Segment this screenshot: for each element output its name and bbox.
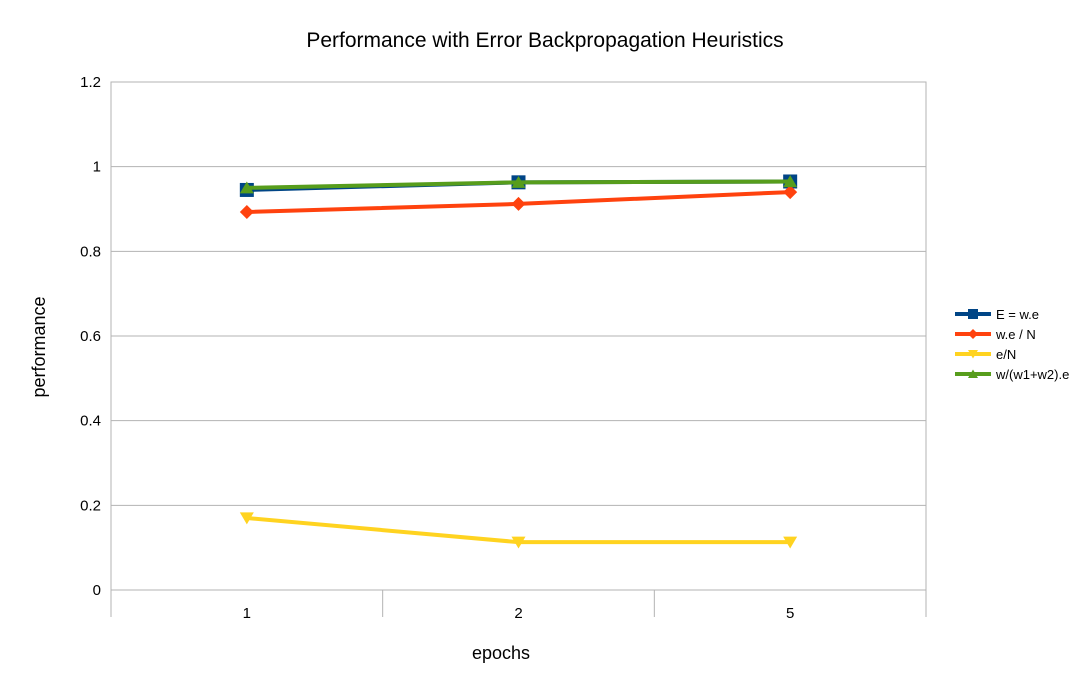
legend-marker	[968, 369, 978, 378]
data-point	[511, 176, 526, 188]
legend-label: w/(w1+w2).e	[995, 367, 1069, 382]
y-tick-label: 0.8	[80, 243, 101, 260]
legend-marker	[968, 329, 978, 339]
y-tick-label: 0.4	[80, 413, 101, 430]
y-tick-label: 1	[93, 159, 101, 176]
y-tick-label: 1.2	[80, 74, 101, 91]
legend-label: w.e / N	[995, 327, 1036, 342]
series-group	[239, 174, 798, 549]
y-tick-label: 0	[93, 582, 101, 599]
x-axis-label: epochs	[472, 643, 530, 663]
legend-marker	[968, 309, 978, 319]
y-tick-label: 0.2	[80, 497, 101, 514]
x-tick-label: 5	[786, 605, 794, 622]
series	[239, 512, 798, 549]
legend-item: w/(w1+w2).e	[955, 367, 1069, 382]
legend: E = w.e w.e / N e/N w/(w1+w2).e	[955, 307, 1069, 382]
data-point	[511, 536, 526, 549]
data-point	[511, 196, 526, 211]
data-point	[783, 185, 798, 200]
y-axis-label: performance	[29, 296, 49, 397]
y-tick-label: 0.6	[80, 328, 101, 345]
series	[239, 185, 798, 219]
chart-title: Performance with Error Backpropagation H…	[306, 29, 783, 52]
legend-item: w.e / N	[955, 327, 1036, 342]
data-point	[783, 536, 798, 549]
data-point	[239, 204, 254, 219]
series	[239, 175, 798, 194]
gridlines	[110, 81, 927, 591]
axes: 0 0.2 0.4 0.6 0.8 1 1.2 1 2 5	[80, 74, 927, 622]
legend-label: E = w.e	[996, 307, 1039, 322]
legend-label: e/N	[996, 347, 1016, 362]
data-point	[239, 181, 254, 194]
data-point	[783, 175, 798, 188]
x-tick-label: 1	[243, 605, 251, 622]
x-tick-label: 2	[514, 605, 522, 622]
legend-item: E = w.e	[955, 307, 1039, 322]
data-point	[239, 512, 254, 525]
legend-marker	[968, 350, 978, 359]
legend-item: e/N	[955, 347, 1016, 362]
